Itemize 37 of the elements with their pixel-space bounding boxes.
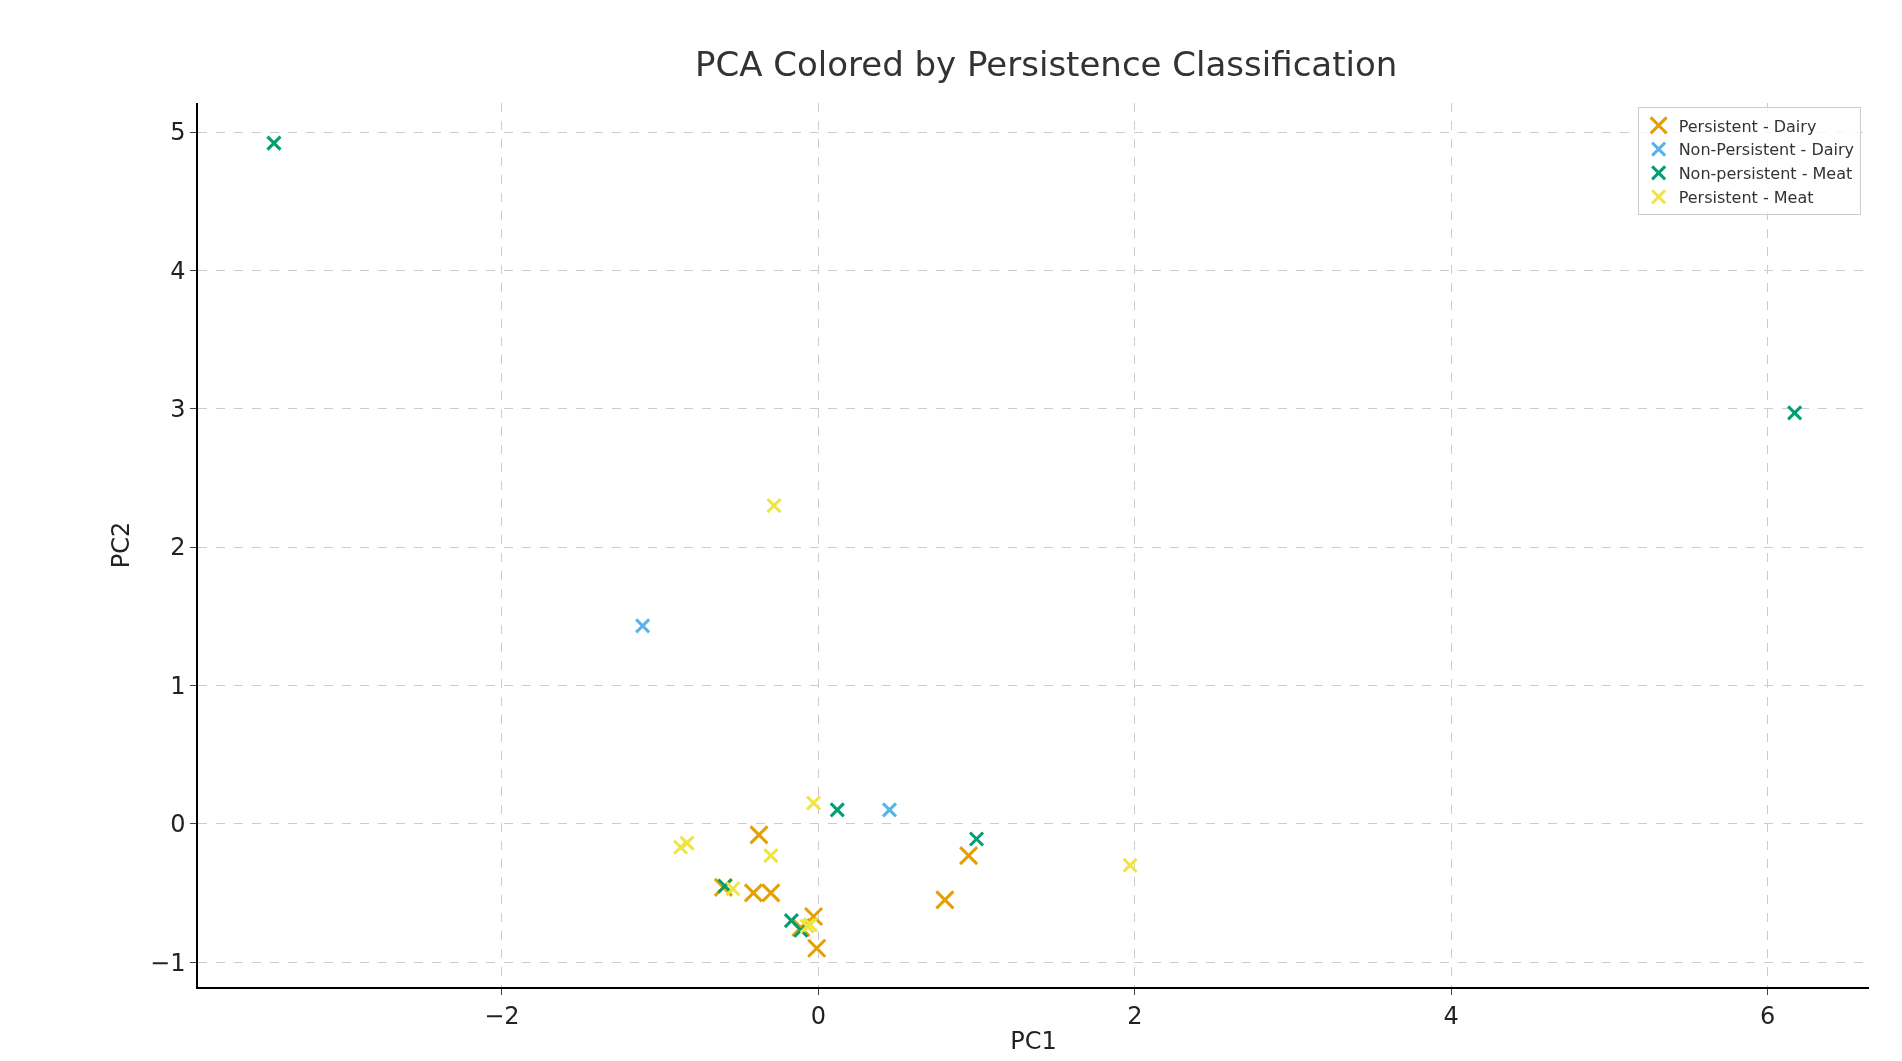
point — [765, 497, 782, 514]
legend-label: Persistent - Dairy — [1678, 116, 1817, 136]
point — [805, 795, 822, 812]
point — [748, 824, 769, 845]
legend-label: Non-Persistent - Dairy — [1678, 140, 1855, 160]
x-tick-label: 6 — [1760, 1001, 1776, 1030]
y-tick-label: 4 — [170, 256, 186, 285]
point — [265, 135, 282, 152]
point — [678, 835, 695, 852]
point — [724, 880, 741, 897]
legend-label: Persistent - Meat — [1678, 187, 1814, 207]
y-tick-label: 2 — [170, 533, 186, 562]
x-tick-label: −2 — [484, 1001, 520, 1030]
y-tick-label: 5 — [170, 118, 186, 147]
point — [968, 830, 985, 847]
point — [1122, 857, 1139, 874]
point — [672, 839, 689, 856]
point — [829, 801, 846, 818]
y-axis-title: PC2 — [106, 521, 135, 569]
point — [783, 912, 800, 929]
point — [762, 847, 779, 864]
y-tick-label: 0 — [170, 810, 186, 839]
point — [806, 938, 827, 959]
x-tick-label: 2 — [1127, 1001, 1143, 1030]
chart-title: PCA Colored by Persistence Classification — [694, 43, 1398, 84]
x-tick-label: 0 — [810, 1001, 826, 1030]
x-axis-title: PC1 — [1010, 1027, 1057, 1056]
y-tick-label: 3 — [170, 395, 186, 424]
point — [934, 889, 955, 910]
legend-label: Non-persistent - Meat — [1678, 164, 1853, 184]
point — [881, 801, 898, 818]
x-tick-label: 4 — [1443, 1001, 1459, 1030]
point — [958, 845, 979, 866]
y-tick-label: 1 — [170, 671, 186, 700]
point — [634, 617, 651, 634]
y-tick-label: −1 — [150, 948, 186, 977]
point — [1786, 404, 1803, 421]
